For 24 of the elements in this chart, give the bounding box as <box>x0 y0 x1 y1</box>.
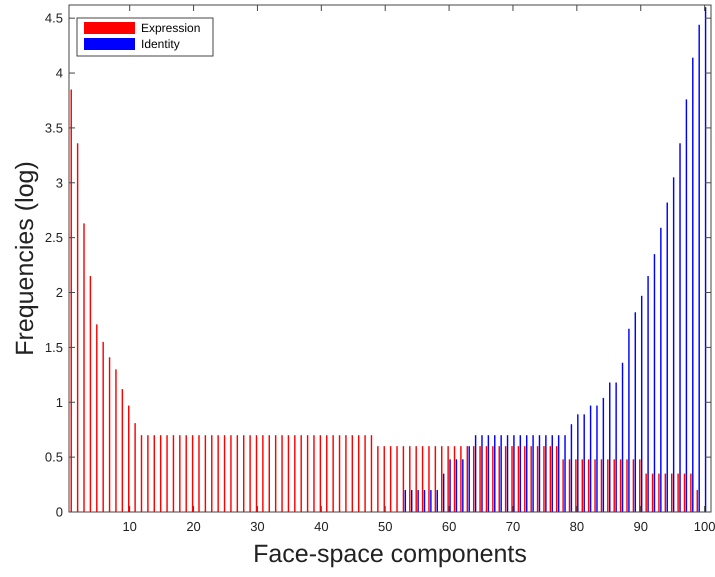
y-tick-label: 4.5 <box>44 10 63 26</box>
y-tick-label: 0.5 <box>44 450 63 465</box>
x-tick-label: 100 <box>694 519 715 534</box>
x-tick-label: 20 <box>186 519 201 534</box>
x-tick-label: 10 <box>122 519 137 534</box>
y-axis-title: Frequencies (log) <box>11 161 39 356</box>
y-tick-label: 3 <box>56 175 63 190</box>
y-tick-label: 1 <box>56 394 63 410</box>
x-tick-label: 30 <box>250 519 265 534</box>
x-tick-label: 90 <box>633 519 648 534</box>
y-tick-label: 4 <box>56 66 63 81</box>
x-tick-label: 80 <box>570 519 584 534</box>
x-tick-label: 50 <box>378 519 392 534</box>
x-tick-label: 40 <box>314 519 329 534</box>
legend-label: Identity <box>141 37 180 51</box>
x-tick-label: 60 <box>442 519 456 534</box>
y-tick-label: 2.5 <box>44 230 63 246</box>
y-tick-label: 0 <box>56 504 63 520</box>
legend-label: Expression <box>141 21 200 35</box>
y-tick-label: 1.5 <box>44 340 63 355</box>
y-tick-label: 2 <box>56 285 63 300</box>
y-tick-label: 3.5 <box>44 120 63 136</box>
x-tick-label: 70 <box>506 519 520 534</box>
x-axis-title: Face-space components <box>253 540 527 568</box>
